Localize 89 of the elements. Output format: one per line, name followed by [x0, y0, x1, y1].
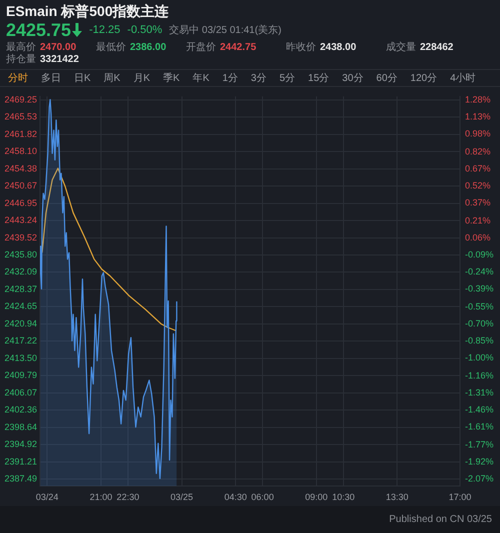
y2-tick-label: -1.00% [465, 352, 494, 362]
y2-tick-label: -0.09% [465, 250, 494, 260]
y-tick-label: 2450.67 [4, 180, 37, 191]
x-tick-label: 22:30 [116, 492, 140, 502]
text: 2438.00 [320, 42, 356, 53]
y2-tick-label: 0.82% [465, 146, 491, 157]
text: 周K [104, 72, 120, 85]
y-tick-label: 2402.36 [4, 404, 37, 415]
text: -12.25 [89, 24, 120, 36]
y-tick-label: 2443.24 [4, 215, 37, 225]
text: 年K [192, 72, 210, 85]
y2-tick-label: -0.39% [465, 283, 494, 294]
y2-tick-label: -0.70% [465, 318, 494, 328]
text: 日K [74, 72, 91, 85]
y-tick-label: 2435.80 [4, 250, 37, 260]
text: 最高价 [6, 42, 36, 53]
text: 持仓量 [6, 54, 36, 65]
text: 2425.75 [6, 20, 72, 40]
text: 2386.00 [130, 42, 166, 53]
y-tick-label: 2432.09 [4, 266, 37, 277]
y-tick-label: 2387.49 [4, 474, 37, 484]
x-tick-label: 03/24 [36, 492, 58, 502]
y-tick-label: 2446.95 [4, 198, 37, 208]
y2-tick-label: 1.13% [465, 112, 491, 122]
text: 4小时 [450, 72, 476, 85]
x-tick-label: 04:30 [224, 492, 247, 502]
y2-tick-label: 0.52% [465, 180, 491, 191]
x-tick-label: 17:00 [448, 492, 472, 502]
chart-title: ESmain 标普500指数主连 [6, 2, 170, 20]
text: 分时 [8, 72, 28, 85]
text: 昨收价 [286, 42, 316, 53]
y-tick-label: 2417.22 [4, 336, 37, 346]
y-tick-label: 2398.64 [4, 422, 37, 432]
y-tick-label: 2461.82 [4, 128, 37, 139]
y2-tick-label: -1.92% [465, 456, 494, 466]
text: 成交量 [386, 42, 416, 53]
y-tick-label: 2420.94 [4, 318, 37, 328]
text: 最低价 [96, 42, 126, 53]
y2-tick-label: -0.85% [465, 335, 494, 346]
y-tick-label: 2439.52 [4, 232, 37, 242]
y2-tick-label: -2.07% [465, 473, 494, 484]
text: -0.50% [127, 24, 162, 36]
text: 开盘价 [186, 42, 216, 53]
y2-tick-label: -1.61% [465, 421, 494, 432]
x-tick-label: 09:00 [305, 492, 328, 502]
y-tick-label: 2409.79 [4, 370, 37, 380]
y-tick-label: 2413.50 [4, 352, 37, 363]
y2-tick-label: 0.67% [465, 164, 491, 174]
y2-tick-label: 0.98% [465, 128, 491, 139]
y2-tick-label: 1.28% [465, 94, 491, 105]
text: 228462 [420, 42, 454, 53]
x-tick-label: 21:00 [90, 492, 112, 502]
y-tick-label: 2465.53 [4, 112, 37, 122]
y2-tick-label: -0.24% [465, 266, 494, 276]
y2-tick-label: -1.77% [465, 439, 494, 450]
x-tick-label: 03/25 [170, 492, 194, 502]
text: Published on CN 03/25 [389, 514, 492, 525]
text: 交易中 03/25 01:41(美东) [169, 24, 282, 37]
text: 5分 [279, 72, 296, 85]
y-tick-label: 2424.65 [4, 301, 37, 312]
y-tick-label: 2469.25 [4, 94, 37, 104]
text: 30分 [342, 72, 364, 85]
y2-tick-label: -1.46% [465, 404, 494, 414]
y-tick-label: 2428.37 [4, 284, 37, 294]
text: 120分 [410, 72, 438, 85]
text: 2442.75 [220, 42, 256, 53]
y-tick-label: 2394.92 [4, 439, 37, 450]
text: 2470.00 [40, 42, 76, 53]
x-tick-label: 13:30 [386, 492, 408, 502]
y2-tick-label: -1.31% [465, 387, 494, 398]
x-tick-label: 06:00 [251, 492, 274, 502]
text: 15分 [308, 72, 330, 85]
y-tick-label: 2458.10 [4, 146, 37, 156]
text: 1分 [222, 72, 238, 85]
text: 3321422 [40, 54, 79, 65]
text: 多日 [41, 72, 61, 85]
text: 60分 [376, 72, 398, 85]
y-tick-label: 2454.38 [4, 163, 37, 174]
x-tick-label: 10:30 [332, 492, 355, 502]
text: 季K [163, 72, 180, 85]
y-tick-label: 2391.21 [4, 456, 37, 466]
y2-tick-label: 0.37% [465, 198, 491, 208]
text: 3分 [250, 72, 266, 85]
y2-tick-label: 0.21% [465, 216, 491, 226]
y-tick-label: 2406.07 [4, 387, 37, 398]
y2-tick-label: -1.16% [465, 370, 494, 380]
y2-tick-label: -0.55% [465, 302, 494, 312]
text: 月K [133, 72, 150, 85]
y2-tick-label: 0.06% [465, 232, 491, 243]
